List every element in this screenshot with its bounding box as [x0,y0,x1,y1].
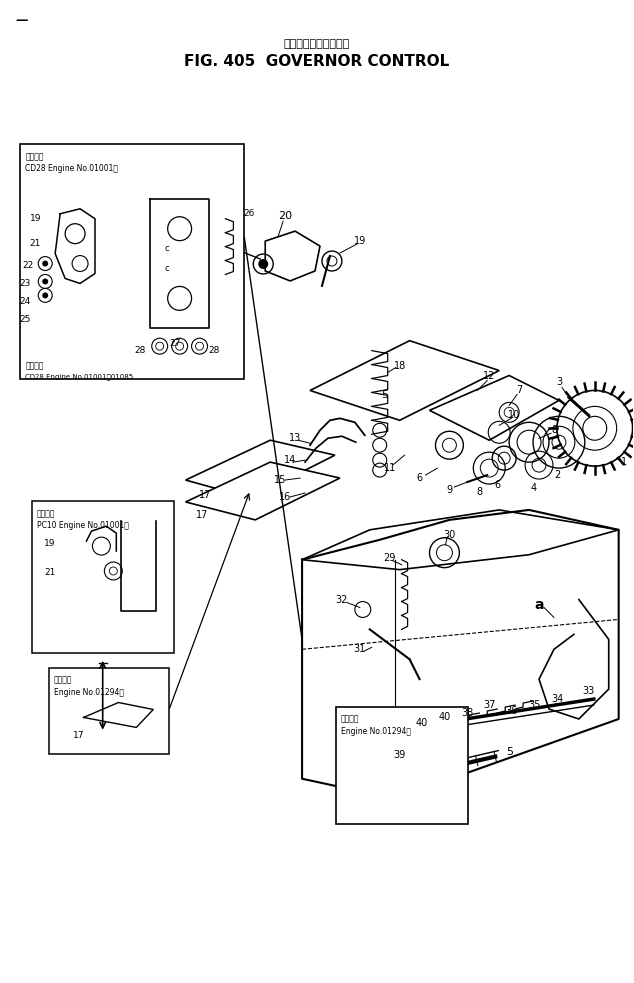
Text: 17: 17 [197,510,209,520]
Text: 17: 17 [199,490,212,500]
Text: Engine No.01294～: Engine No.01294～ [341,726,411,735]
Text: 40: 40 [415,718,428,728]
Text: 21: 21 [30,239,41,248]
Text: 16: 16 [279,492,291,502]
Text: a: a [221,237,231,255]
Text: 35: 35 [528,700,540,710]
Text: 28: 28 [209,346,220,355]
Text: 34: 34 [551,694,563,704]
Text: 19: 19 [44,539,55,548]
Text: 6: 6 [494,480,500,491]
Circle shape [345,734,355,744]
Circle shape [42,292,48,299]
Text: 20: 20 [278,211,292,221]
Text: 適用号機: 適用号機 [341,715,359,723]
Text: 12: 12 [483,371,495,380]
Bar [336,707,469,825]
Text: Engine No.01294～: Engine No.01294～ [54,687,124,697]
Text: 5: 5 [381,390,388,400]
Text: 8: 8 [551,426,557,435]
Text: 13: 13 [289,434,301,443]
Text: 27: 27 [169,339,180,348]
Text: —: — [15,14,28,28]
Text: 24: 24 [20,297,31,306]
Circle shape [381,726,391,736]
Bar [32,501,174,653]
Text: 38: 38 [461,708,474,718]
Text: 9: 9 [446,485,453,495]
Polygon shape [310,341,499,421]
Text: 36: 36 [505,706,517,716]
Text: 6: 6 [417,473,423,483]
Polygon shape [186,440,335,498]
Circle shape [397,722,406,732]
Text: 10: 10 [508,410,521,421]
Circle shape [363,730,373,740]
Circle shape [42,278,48,284]
Text: 19: 19 [30,214,41,223]
Text: 30: 30 [443,530,456,540]
Text: 5: 5 [507,747,514,757]
Text: 32: 32 [335,595,348,605]
Text: a: a [534,598,544,611]
Bar [49,667,169,754]
Text: CD28 Engine No.01001～: CD28 Engine No.01001～ [25,164,119,173]
Text: 19: 19 [354,236,366,246]
Text: 39: 39 [394,750,406,760]
Text: 3: 3 [556,377,562,387]
Text: 26: 26 [243,209,255,218]
Polygon shape [429,376,559,440]
Text: 15: 15 [274,475,287,485]
Text: PC10 Engine No.01001～: PC10 Engine No.01001～ [37,521,129,530]
Text: ガバナ　コントロール: ガバナ コントロール [284,39,350,49]
Bar [20,145,245,379]
Text: 11: 11 [384,463,396,473]
Circle shape [413,718,422,728]
Text: 23: 23 [20,279,31,288]
Text: 適用号機: 適用号機 [25,361,44,370]
Text: CD28 Engine No.01001～01085: CD28 Engine No.01001～01085 [25,373,133,379]
Text: 適用号機: 適用号機 [54,675,72,684]
Text: 33: 33 [583,686,595,696]
Circle shape [42,260,48,266]
Text: 適用号機: 適用号機 [37,509,55,518]
Polygon shape [186,462,340,520]
Text: 14: 14 [284,455,296,465]
Text: 31: 31 [354,644,366,655]
Text: 29: 29 [384,552,396,562]
Text: FIG. 405  GOVERNOR CONTROL: FIG. 405 GOVERNOR CONTROL [184,54,450,70]
Text: c: c [165,244,169,253]
Text: 22: 22 [23,261,34,270]
Text: 37: 37 [483,700,495,710]
Text: 8: 8 [476,487,482,497]
Text: 7: 7 [516,385,522,395]
Text: 18: 18 [394,361,406,371]
Text: 1: 1 [621,457,627,467]
Text: 適用号機: 適用号機 [25,152,44,161]
Text: c: c [165,264,169,273]
Text: 4: 4 [531,483,537,493]
Text: 2: 2 [554,470,560,480]
Circle shape [258,260,268,269]
Text: 40: 40 [438,712,451,722]
Text: 21: 21 [44,568,55,577]
Text: 28: 28 [134,346,145,355]
Text: 25: 25 [20,315,31,323]
Text: 17: 17 [73,731,84,740]
